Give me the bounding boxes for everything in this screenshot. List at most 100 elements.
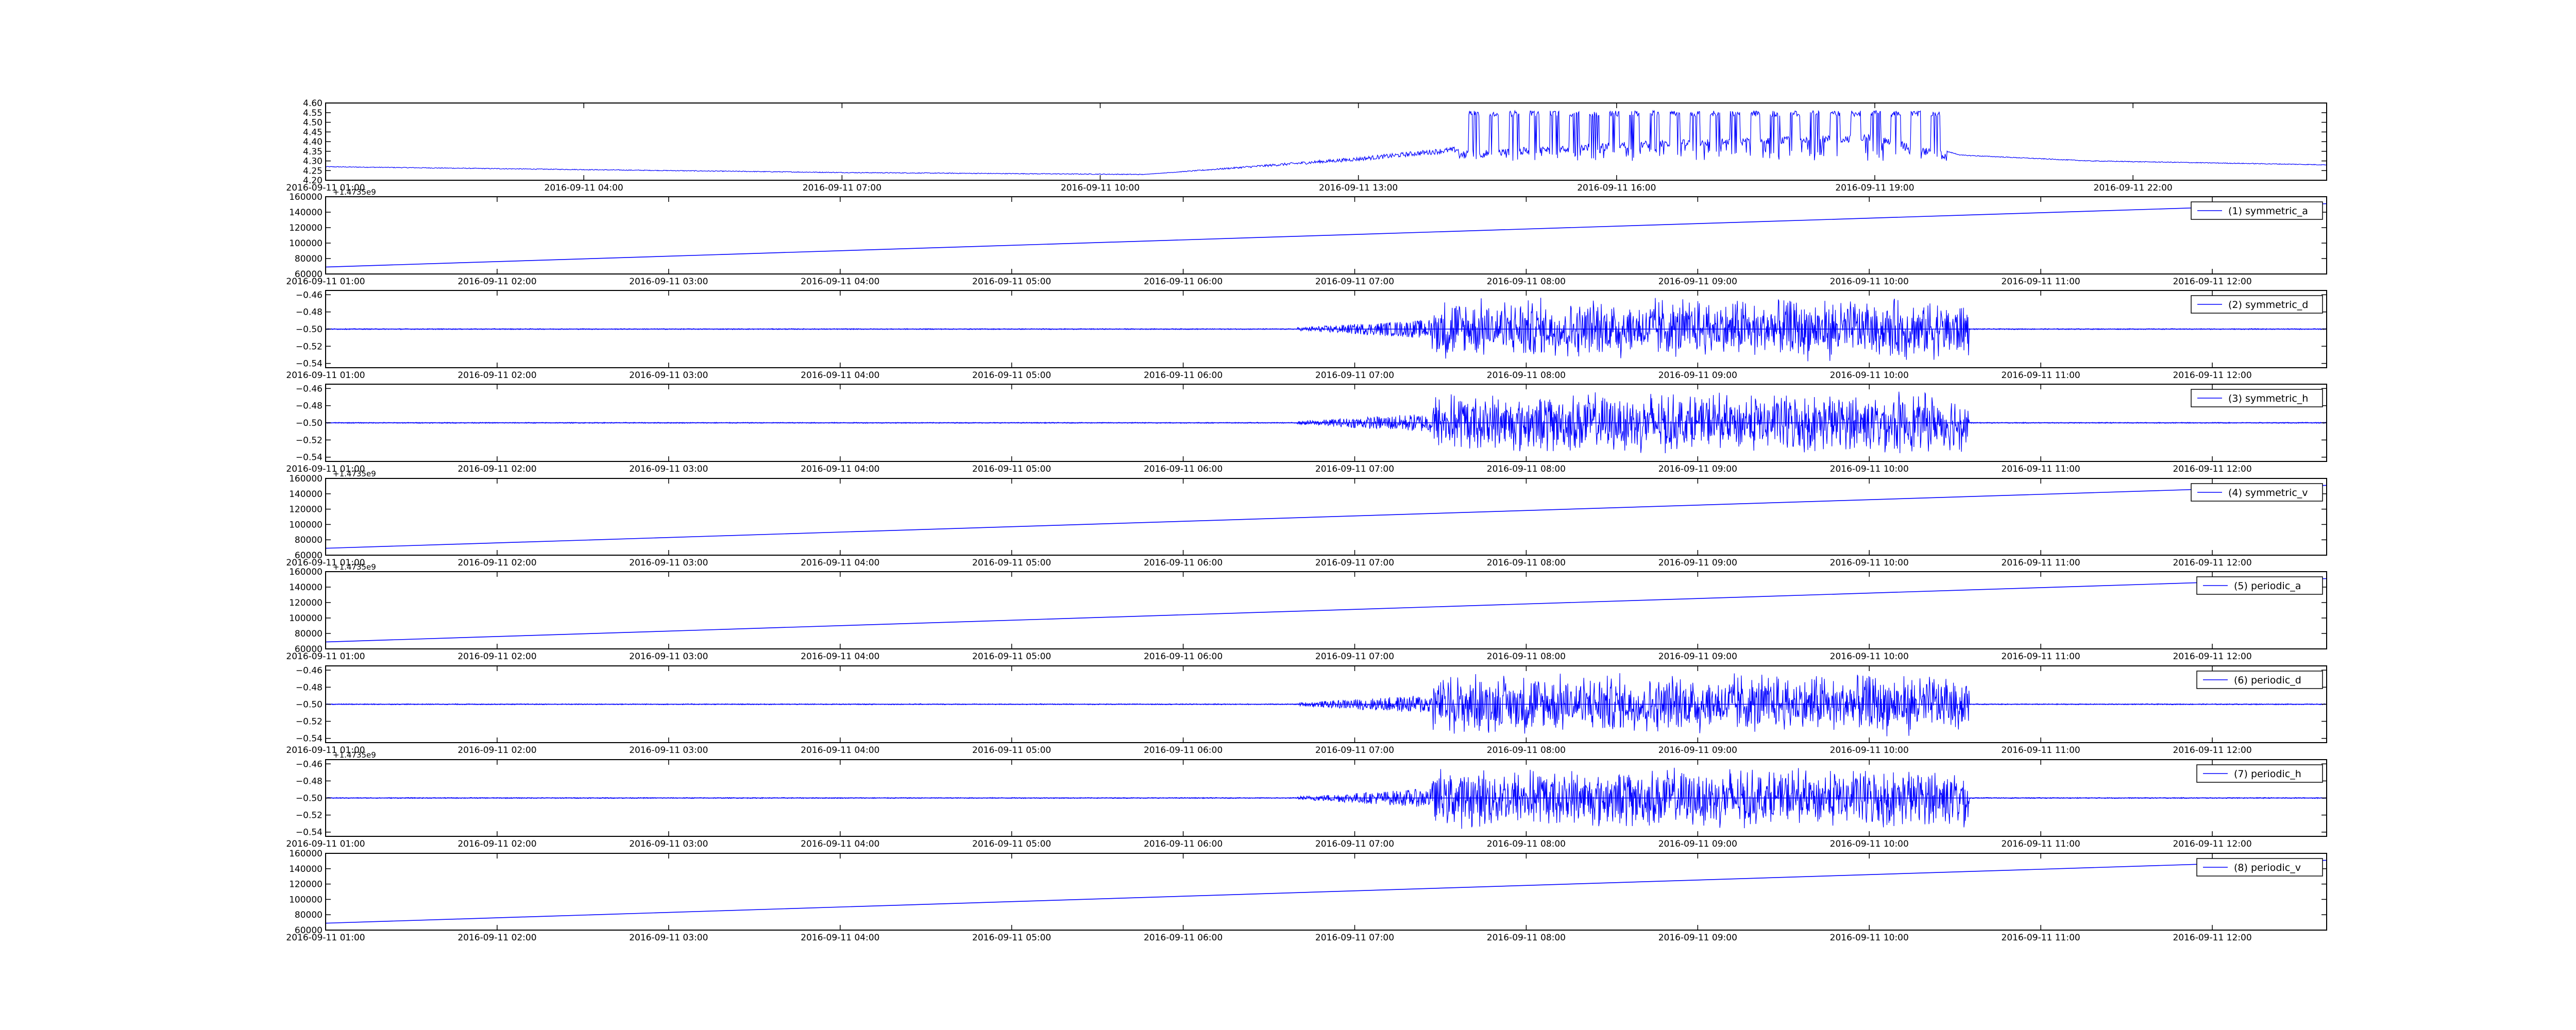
x-tick-label: 2016-09-11 11:00 xyxy=(2002,651,2080,662)
x-tick-label: 2016-09-11 10:00 xyxy=(1061,183,1140,193)
x-tick-label: 2016-09-11 01:00 xyxy=(286,464,365,474)
x-tick-label: 2016-09-11 03:00 xyxy=(629,651,708,662)
y-tick-label: 160000 xyxy=(289,474,323,484)
x-tick-label: 2016-09-11 12:00 xyxy=(2173,558,2251,568)
chart-panel-4: −0.54 −0.52 −0.50 −0.48 −0.46 2016-09-11 01:0… xyxy=(286,384,2327,474)
y-tick-label: −0.50 xyxy=(296,794,323,804)
y-tick-label: 100000 xyxy=(289,238,323,249)
legend: (1) symmetric_a xyxy=(2191,201,2323,220)
x-tick-label: 2016-09-11 12:00 xyxy=(2173,277,2251,287)
y-tick-label: 4.20 xyxy=(303,176,323,186)
chart-panel-8: −0.54 −0.52 −0.50 −0.48 −0.46 +1.4735e9 2016-0… xyxy=(286,750,2327,849)
x-tick-label: 2016-09-11 03:00 xyxy=(629,933,708,943)
y-tick-label: 160000 xyxy=(289,192,323,202)
legend: (5) periodic_a xyxy=(2196,576,2323,595)
series-line xyxy=(325,578,2327,643)
x-tick-label: 2016-09-11 02:00 xyxy=(457,277,536,287)
x-tick-label: 2016-09-11 10:00 xyxy=(1830,745,1909,756)
y-tick-label: 140000 xyxy=(289,208,323,218)
axes-frame xyxy=(325,571,2327,649)
x-tick-label: 2016-09-11 12:00 xyxy=(2173,745,2251,756)
x-tick-label: 2016-09-11 06:00 xyxy=(1144,933,1223,943)
x-tick-label: 2016-09-11 03:00 xyxy=(629,464,708,474)
x-tick-label: 2016-09-11 11:00 xyxy=(2002,370,2080,381)
x-tick-label: 2016-09-11 04:00 xyxy=(545,183,623,193)
x-tick-label: 2016-09-11 07:00 xyxy=(1315,558,1394,568)
y-tick-label: 4.50 xyxy=(303,118,323,128)
x-tick-label: 2016-09-11 04:00 xyxy=(801,651,879,662)
x-tick-label: 2016-09-11 06:00 xyxy=(1144,464,1223,474)
x-tick-label: 2016-09-11 08:00 xyxy=(1487,651,1566,662)
x-tick-label: 2016-09-11 12:00 xyxy=(2173,839,2251,849)
x-tick-label: 2016-09-11 11:00 xyxy=(2002,839,2080,849)
y-tick-label: 60000 xyxy=(295,925,323,936)
y-tick-label: −0.50 xyxy=(296,700,323,710)
y-tick-label: −0.48 xyxy=(296,682,323,693)
axis-offset-label: +1.4735e9 xyxy=(333,562,376,572)
x-tick-label: 2016-09-11 05:00 xyxy=(972,277,1051,287)
x-tick-label: 2016-09-11 03:00 xyxy=(629,745,708,756)
y-tick-label: −0.52 xyxy=(296,435,323,445)
x-tick-label: 2016-09-11 09:00 xyxy=(1658,370,1737,381)
legend: (8) periodic_v xyxy=(2196,858,2323,877)
axes-frame xyxy=(325,478,2327,556)
legend-label: (1) symmetric_a xyxy=(2228,205,2308,217)
legend: (4) symmetric_v xyxy=(2191,483,2323,502)
x-tick-label: 2016-09-11 08:00 xyxy=(1487,933,1566,943)
y-tick-label: 4.40 xyxy=(303,137,323,147)
legend-box xyxy=(2196,671,2323,689)
x-tick-label: 2016-09-11 07:00 xyxy=(1315,651,1394,662)
x-tick-label: 2016-09-11 11:00 xyxy=(2002,464,2080,474)
x-tick-label: 2016-09-11 12:00 xyxy=(2173,464,2251,474)
axis-offset-label: +1.4735e9 xyxy=(333,750,376,760)
y-tick-label: 160000 xyxy=(289,849,323,859)
x-tick-label: 2016-09-11 13:00 xyxy=(1319,183,1398,193)
y-tick-label: 140000 xyxy=(289,864,323,874)
legend: (3) symmetric_h xyxy=(2191,389,2323,407)
axes-frame xyxy=(325,196,2327,274)
y-tick-label: −0.46 xyxy=(296,290,323,300)
y-tick-label: 100000 xyxy=(289,895,323,905)
x-tick-label: 2016-09-11 04:00 xyxy=(801,370,879,381)
x-tick-label: 2016-09-11 04:00 xyxy=(801,558,879,568)
y-tick-label: 4.35 xyxy=(303,147,323,157)
x-tick-label: 2016-09-11 09:00 xyxy=(1658,839,1737,849)
y-tick-label: 4.25 xyxy=(303,166,323,176)
x-tick-label: 2016-09-11 07:00 xyxy=(1315,370,1394,381)
x-tick-label: 2016-09-11 06:00 xyxy=(1144,651,1223,662)
x-tick-label: 2016-09-11 09:00 xyxy=(1658,651,1737,662)
chart-panel-7: −0.54 −0.52 −0.50 −0.48 −0.46 2016-09-11 01:0… xyxy=(286,665,2327,756)
legend-label: (7) periodic_h xyxy=(2234,768,2301,780)
x-tick-label: 2016-09-11 09:00 xyxy=(1658,745,1737,756)
x-tick-label: 2016-09-11 01:00 xyxy=(286,839,365,849)
x-tick-label: 2016-09-11 11:00 xyxy=(2002,558,2080,568)
x-tick-label: 2016-09-11 03:00 xyxy=(629,277,708,287)
x-tick-label: 2016-09-11 03:00 xyxy=(629,370,708,381)
x-tick-label: 2016-09-11 08:00 xyxy=(1487,464,1566,474)
series-line xyxy=(325,673,2327,736)
legend-label: (8) periodic_v xyxy=(2234,862,2301,873)
x-tick-label: 2016-09-11 07:00 xyxy=(1315,464,1394,474)
y-tick-label: 60000 xyxy=(295,269,323,280)
x-tick-label: 2016-09-11 06:00 xyxy=(1144,370,1223,381)
x-tick-label: 2016-09-11 01:00 xyxy=(286,277,365,287)
y-tick-label: −0.48 xyxy=(296,401,323,411)
series-line xyxy=(325,203,2327,268)
x-tick-label: 2016-09-11 10:00 xyxy=(1830,839,1909,849)
y-tick-label: −0.52 xyxy=(296,717,323,727)
x-tick-label: 2016-09-11 01:00 xyxy=(286,183,365,193)
legend-box xyxy=(2196,764,2323,783)
y-tick-label: 4.30 xyxy=(303,157,323,167)
y-tick-label: 120000 xyxy=(289,880,323,890)
chart-panel-9: 60000 80000 100000 120000 140000 160000 2016-0… xyxy=(286,849,2327,943)
y-tick-label: 80000 xyxy=(295,629,323,639)
series-line xyxy=(325,485,2327,549)
x-tick-label: 2016-09-11 07:00 xyxy=(1315,839,1394,849)
axes-frame xyxy=(325,102,2327,181)
x-tick-label: 2016-09-11 09:00 xyxy=(1658,933,1737,943)
chart-panel-6: 60000 80000 100000 120000 140000 160000 +1.473… xyxy=(286,562,2327,662)
series-line xyxy=(325,298,2327,362)
axis-offset-label: +1.4735e9 xyxy=(333,187,376,197)
y-tick-label: −0.52 xyxy=(296,341,323,352)
